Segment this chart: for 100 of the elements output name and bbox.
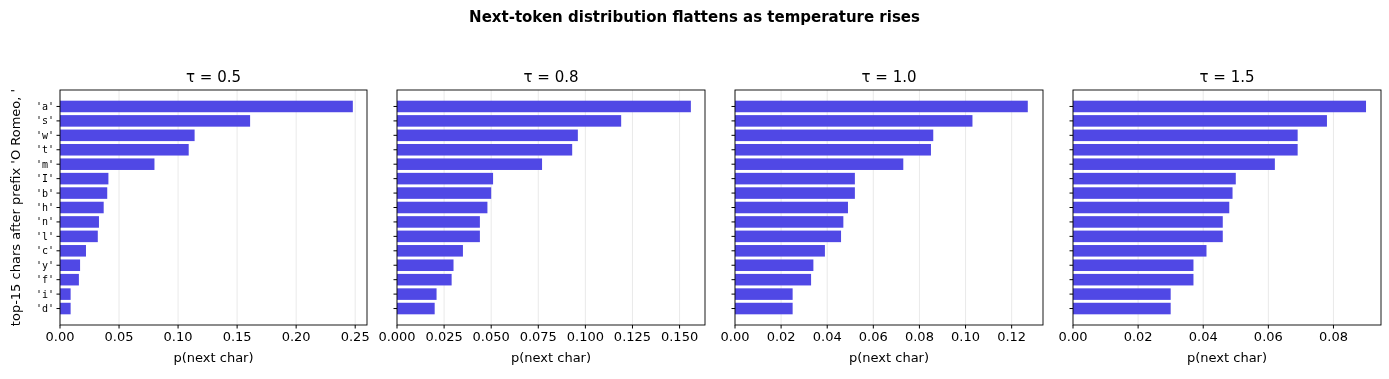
x-tick-label: 0.050 bbox=[472, 329, 510, 344]
bar bbox=[397, 201, 488, 214]
x-tick-label: 0.25 bbox=[340, 329, 370, 344]
y-tick-label: 'n' bbox=[35, 216, 54, 228]
bar bbox=[735, 143, 931, 156]
x-tick-label: 0.08 bbox=[904, 329, 934, 344]
y-tick-label: 'h' bbox=[35, 202, 54, 213]
x-tick-label: 0.025 bbox=[425, 329, 463, 344]
x-tick-label: 0.00 bbox=[45, 329, 75, 344]
bar bbox=[397, 172, 494, 185]
x-tick-label: 0.02 bbox=[766, 329, 796, 344]
bar bbox=[1073, 158, 1275, 170]
bar bbox=[60, 273, 79, 286]
bar bbox=[1073, 245, 1207, 257]
y-tick-label: 'a' bbox=[35, 100, 54, 112]
x-tick-label: 0.04 bbox=[1188, 329, 1218, 344]
bar bbox=[397, 302, 435, 315]
bar bbox=[735, 230, 842, 243]
bar bbox=[1073, 100, 1367, 113]
bar bbox=[60, 230, 98, 243]
y-tick-label: 'i' bbox=[35, 288, 54, 300]
bar bbox=[1073, 172, 1236, 185]
bar bbox=[1073, 302, 1171, 315]
bar bbox=[397, 115, 622, 127]
x-tick-label: 0.06 bbox=[858, 329, 888, 344]
bar bbox=[735, 172, 855, 185]
bar bbox=[735, 100, 1028, 113]
x-tick-label: 0.075 bbox=[519, 329, 557, 344]
x-axis-title: p(next char) bbox=[510, 350, 592, 365]
bar bbox=[735, 201, 848, 214]
bar bbox=[397, 245, 463, 257]
bar bbox=[735, 158, 904, 170]
bar bbox=[397, 273, 452, 286]
bar bbox=[60, 288, 71, 300]
bar bbox=[60, 100, 353, 113]
bar bbox=[735, 129, 934, 142]
bar bbox=[397, 143, 573, 156]
chart-title: τ = 1.0 bbox=[861, 68, 917, 86]
bar bbox=[735, 115, 973, 127]
bar bbox=[397, 288, 437, 300]
x-tick-label: 0.08 bbox=[1318, 329, 1348, 344]
x-tick-label: 0.15 bbox=[222, 329, 252, 344]
bar bbox=[735, 187, 855, 199]
x-axis-title: p(next char) bbox=[1186, 350, 1268, 365]
x-tick-label: 0.10 bbox=[163, 329, 193, 344]
chart-title: τ = 0.8 bbox=[523, 68, 579, 86]
bar bbox=[397, 129, 578, 142]
bar bbox=[397, 216, 480, 228]
y-tick-label: 'm' bbox=[35, 158, 54, 170]
x-tick-label: 0.150 bbox=[660, 329, 699, 344]
bar bbox=[1073, 115, 1327, 127]
x-tick-label: 0.20 bbox=[281, 329, 311, 344]
bar bbox=[60, 158, 155, 170]
x-tick-label: 0.12 bbox=[997, 329, 1027, 344]
y-axis-title: top-15 chars after prefix 'O Romeo, ' bbox=[8, 88, 23, 327]
bar bbox=[397, 230, 480, 243]
x-tick-label: 0.100 bbox=[566, 329, 604, 344]
bar bbox=[1073, 129, 1298, 142]
y-tick-label: 'y' bbox=[35, 259, 54, 271]
bar bbox=[60, 172, 109, 185]
bar bbox=[397, 100, 691, 113]
x-tick-label: 0.125 bbox=[613, 329, 652, 344]
bar bbox=[1073, 216, 1223, 228]
bar bbox=[1073, 288, 1171, 300]
chart-title: τ = 1.5 bbox=[1199, 68, 1255, 86]
x-tick-label: 0.000 bbox=[378, 329, 416, 344]
bar bbox=[60, 187, 108, 199]
text: Next-token distribution flattens as temperature rises bbox=[469, 8, 920, 26]
x-axis-title: p(next char) bbox=[173, 350, 254, 365]
bar bbox=[397, 259, 454, 272]
y-tick-label: 'f' bbox=[35, 274, 54, 286]
x-tick-label: 0.05 bbox=[104, 329, 134, 344]
y-tick-label: 'l' bbox=[35, 230, 54, 242]
x-tick-label: 0.02 bbox=[1123, 329, 1153, 344]
bar bbox=[735, 245, 825, 257]
x-tick-label: 0.10 bbox=[951, 329, 981, 344]
bar bbox=[1073, 230, 1223, 243]
bar bbox=[1073, 201, 1230, 214]
bar bbox=[735, 216, 844, 228]
x-tick-label: 0.04 bbox=[812, 329, 842, 344]
x-tick-label: 0.06 bbox=[1253, 329, 1283, 344]
x-tick-label: 0.00 bbox=[720, 329, 750, 344]
bar bbox=[60, 129, 195, 142]
x-axis-title: p(next char) bbox=[848, 350, 930, 365]
y-tick-label: 'I' bbox=[35, 173, 54, 185]
y-tick-label: 'w' bbox=[35, 129, 54, 141]
y-tick-label: 't' bbox=[35, 144, 54, 156]
bar bbox=[1073, 187, 1233, 199]
bar bbox=[735, 302, 793, 315]
bar bbox=[1073, 273, 1194, 286]
y-tick-label: 'c' bbox=[35, 245, 54, 257]
y-tick-label: 'b' bbox=[35, 187, 54, 199]
bar bbox=[735, 259, 814, 272]
bar bbox=[60, 143, 189, 156]
bar bbox=[397, 158, 543, 170]
bar bbox=[735, 273, 812, 286]
y-tick-label: 'd' bbox=[35, 303, 54, 315]
bar bbox=[735, 288, 793, 300]
bar bbox=[60, 216, 99, 228]
bar bbox=[60, 115, 251, 127]
